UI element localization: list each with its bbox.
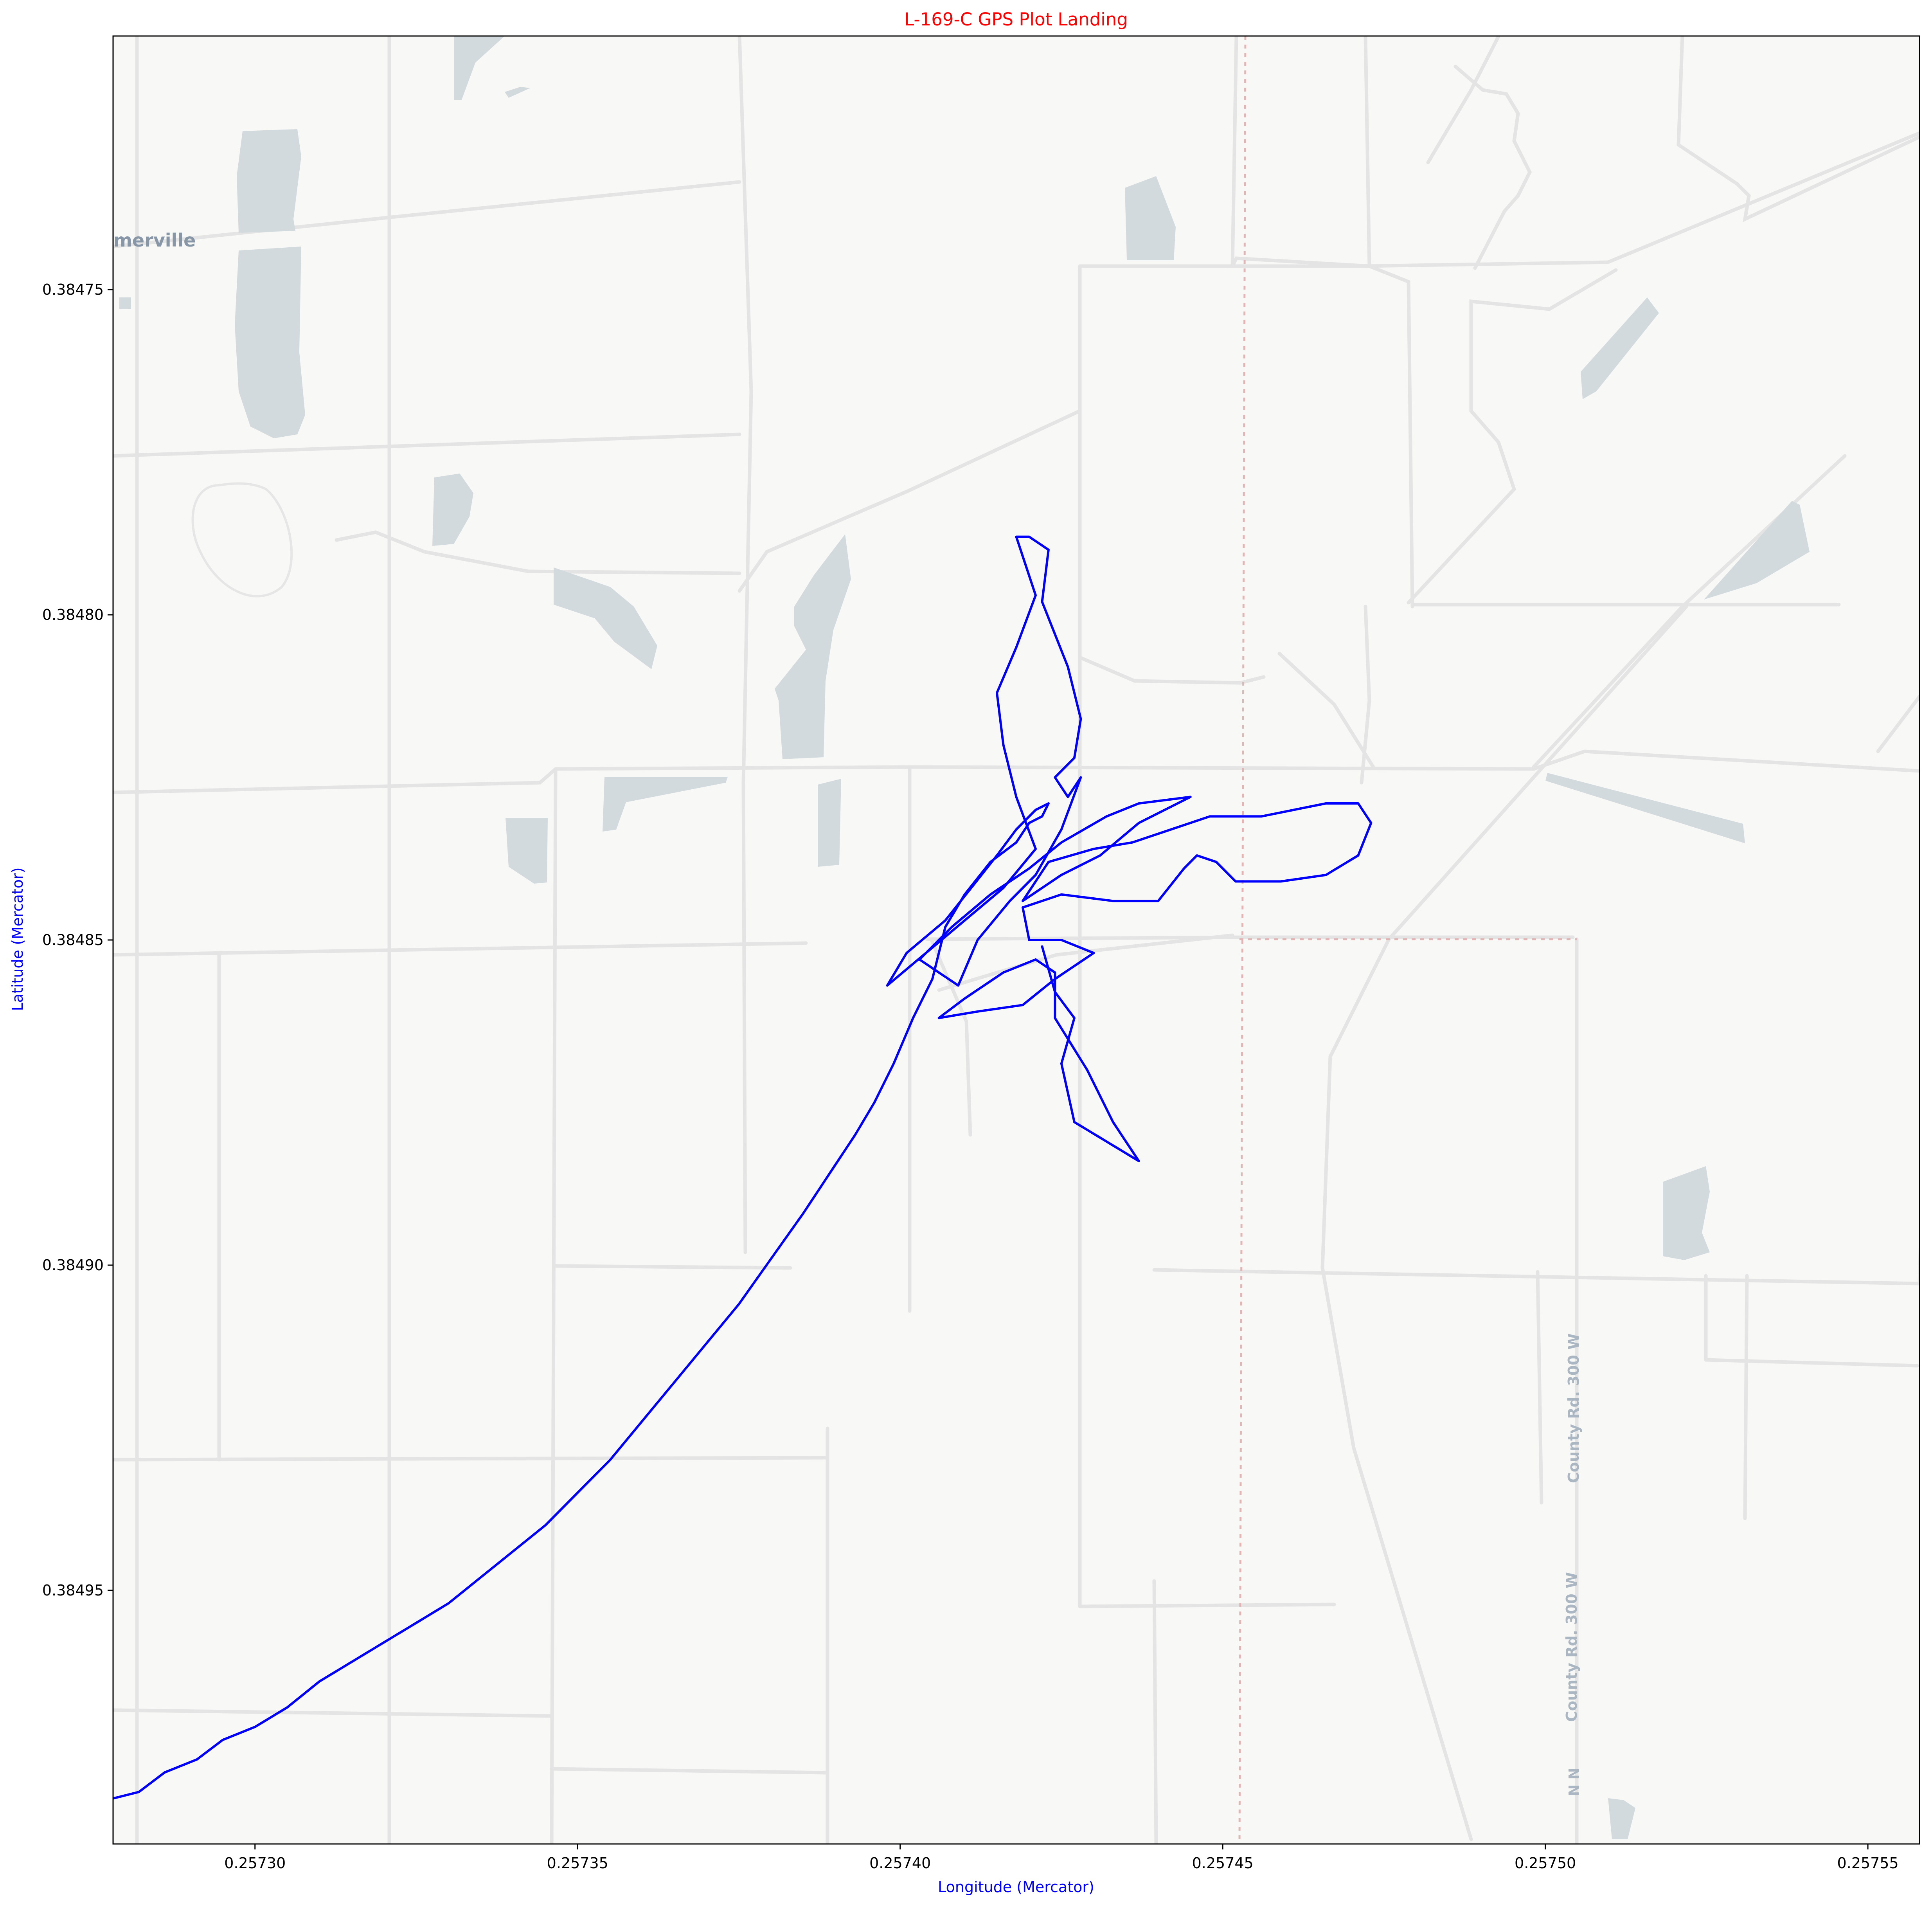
y-tick-label: 0.38485 — [42, 931, 104, 949]
x-axis-ticks: 0.25730 0.25735 0.25740 0.25745 0.25750 0.257… — [224, 1844, 1899, 1872]
x-tick-label: 0.25740 — [869, 1855, 931, 1872]
x-tick-label: 0.25745 — [1192, 1855, 1254, 1872]
basemap-water — [119, 36, 1810, 1839]
basemap: merville County Rd. 300 W County Rd. 300… — [113, 36, 1919, 1844]
y-tick-label: 0.38490 — [42, 1257, 104, 1274]
basemap-roads — [113, 36, 1919, 1844]
x-tick-label: 0.25750 — [1515, 1855, 1576, 1872]
map-label-county-road-2: County Rd. 300 W — [1563, 1572, 1580, 1722]
x-axis-title: Longitude (Mercator) — [938, 1878, 1094, 1896]
map-label-n: N N — [1566, 1768, 1582, 1796]
x-tick-label: 0.25730 — [224, 1855, 286, 1872]
map-label-town: merville — [113, 230, 196, 251]
chart-title: L-169-C GPS Plot Landing — [904, 9, 1128, 30]
gps-track-line — [113, 535, 1373, 1800]
map-label-county-road-1: County Rd. 300 W — [1565, 1333, 1582, 1483]
y-axis-ticks: 0.38475 0.38480 0.38485 0.38490 0.38495 — [42, 281, 113, 1599]
x-tick-label: 0.25735 — [547, 1855, 608, 1872]
y-tick-label: 0.38495 — [42, 1582, 104, 1599]
y-tick-label: 0.38475 — [42, 281, 104, 298]
x-tick-label: 0.25755 — [1837, 1855, 1899, 1872]
boundary-line — [1238, 36, 1577, 1844]
y-tick-label: 0.38480 — [42, 606, 104, 623]
y-axis-title: Latitude (Mercator) — [9, 867, 26, 1011]
